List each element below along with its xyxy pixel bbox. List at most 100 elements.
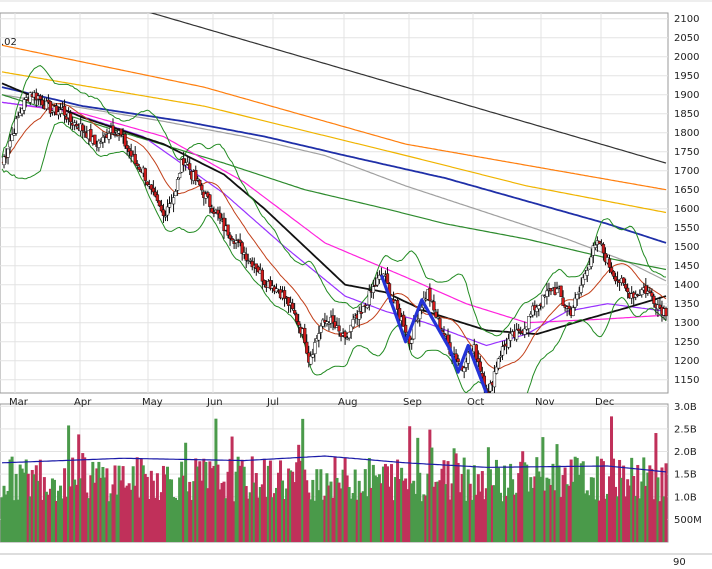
volume-bar (369, 487, 373, 542)
month-label: Nov (535, 397, 555, 408)
candle-body (498, 355, 503, 358)
volume-bar (573, 456, 577, 542)
volume-bar (404, 478, 408, 542)
volume-bar (388, 486, 392, 542)
volume-bar (4, 494, 8, 542)
volume-bar (83, 457, 87, 542)
volume-bar (511, 479, 515, 542)
volume-bar (157, 499, 161, 542)
volume-bar (137, 497, 141, 542)
volume-bar (398, 479, 402, 542)
volume-bar (505, 495, 509, 542)
candle-body (28, 92, 32, 103)
candle-body (575, 294, 579, 300)
volume-bar (75, 484, 79, 542)
volume-bar (224, 498, 228, 542)
candle-body (159, 205, 164, 212)
volume-bar (133, 485, 137, 542)
volume-bar (484, 488, 488, 542)
price-candles (2, 88, 668, 393)
volume-bar (81, 453, 85, 542)
volume-bar (36, 480, 40, 542)
volume-bar (69, 486, 73, 542)
volume-bar (656, 477, 660, 542)
volume-bar (163, 474, 167, 542)
y-tick-label: 1900 (674, 90, 699, 101)
volume-bar (48, 488, 52, 542)
volume-bar (200, 480, 204, 542)
y-tick-label: 1550 (674, 223, 699, 234)
volume-bar (509, 463, 513, 542)
volume-bar (279, 460, 283, 542)
candle-body (173, 191, 178, 196)
volume-bar (87, 498, 91, 542)
volume-bar (252, 482, 256, 542)
candle-body (371, 286, 376, 293)
volume-bar (583, 493, 587, 542)
candle-body (577, 291, 581, 294)
candle-body (292, 310, 297, 314)
month-label: Aug (338, 397, 358, 408)
candle-body (587, 264, 591, 270)
volume-bar (587, 495, 591, 542)
candle-body (601, 244, 606, 254)
candle-body (478, 361, 482, 372)
axis-labels: 2100 2050 2000 1950 1900 1850 1800 1750 1700 1650… (1, 14, 702, 568)
corner-label: .02 (1, 37, 17, 48)
volume-bar (73, 479, 77, 542)
candle-body (181, 158, 186, 166)
candle-body (313, 342, 317, 355)
volume-bar (628, 485, 632, 542)
y-tick-label: 1500 (674, 242, 699, 253)
volume-bar (456, 462, 460, 542)
candle-body (571, 307, 575, 316)
volume-bar (315, 469, 319, 542)
volume-bar (266, 465, 270, 542)
volume-bar (547, 478, 551, 542)
volume-bar (293, 482, 297, 542)
candle-body (186, 161, 190, 165)
candle-body (517, 328, 521, 331)
candle-body (81, 124, 85, 131)
candle-body (621, 277, 626, 284)
volume-bar (281, 480, 285, 542)
candle-body (212, 211, 216, 214)
candle-body (583, 273, 587, 280)
candle-body (331, 315, 335, 324)
volume-average-line (1, 455, 667, 473)
candle-body (373, 284, 378, 287)
volume-tick-label: 500M (674, 515, 702, 526)
y-tick-label: 1700 (674, 166, 699, 177)
candle-body (367, 290, 371, 305)
volume-bar (250, 456, 254, 542)
volume-bar (492, 485, 496, 542)
volume-bar (480, 471, 484, 542)
volume-bar (551, 463, 555, 542)
volume-bar (214, 418, 218, 542)
candle-body (537, 305, 541, 310)
upper-band (1, 65, 667, 337)
candle-body (365, 305, 369, 309)
volume-bar (337, 482, 341, 542)
volume-bar (0, 497, 4, 542)
candle-body (418, 310, 422, 320)
volume-bar (95, 468, 99, 542)
volume-bar (297, 444, 301, 542)
candle-body (123, 133, 127, 147)
volume-bar (345, 475, 349, 542)
volume-bar (303, 469, 307, 542)
candle-body (357, 311, 361, 320)
candle-body (476, 358, 480, 363)
candle-body (244, 253, 248, 261)
candle-body (305, 341, 309, 354)
candle-body (347, 331, 351, 339)
volume-bar (155, 473, 159, 542)
volume-bar (335, 477, 339, 542)
volume-bar (333, 456, 337, 542)
candle-body (416, 320, 420, 322)
volume-bar (644, 485, 648, 542)
volume-bar (476, 474, 480, 542)
month-label: Jun (206, 397, 223, 408)
volume-bar (361, 491, 365, 542)
candle-body (248, 259, 252, 262)
